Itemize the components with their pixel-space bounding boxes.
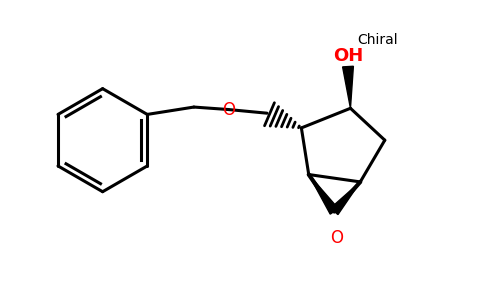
Text: OH: OH bbox=[333, 47, 363, 65]
Text: Chiral: Chiral bbox=[357, 33, 398, 46]
Polygon shape bbox=[331, 182, 360, 214]
Text: O: O bbox=[330, 229, 343, 247]
Text: O: O bbox=[222, 100, 235, 118]
Polygon shape bbox=[309, 175, 338, 214]
Polygon shape bbox=[343, 66, 353, 108]
